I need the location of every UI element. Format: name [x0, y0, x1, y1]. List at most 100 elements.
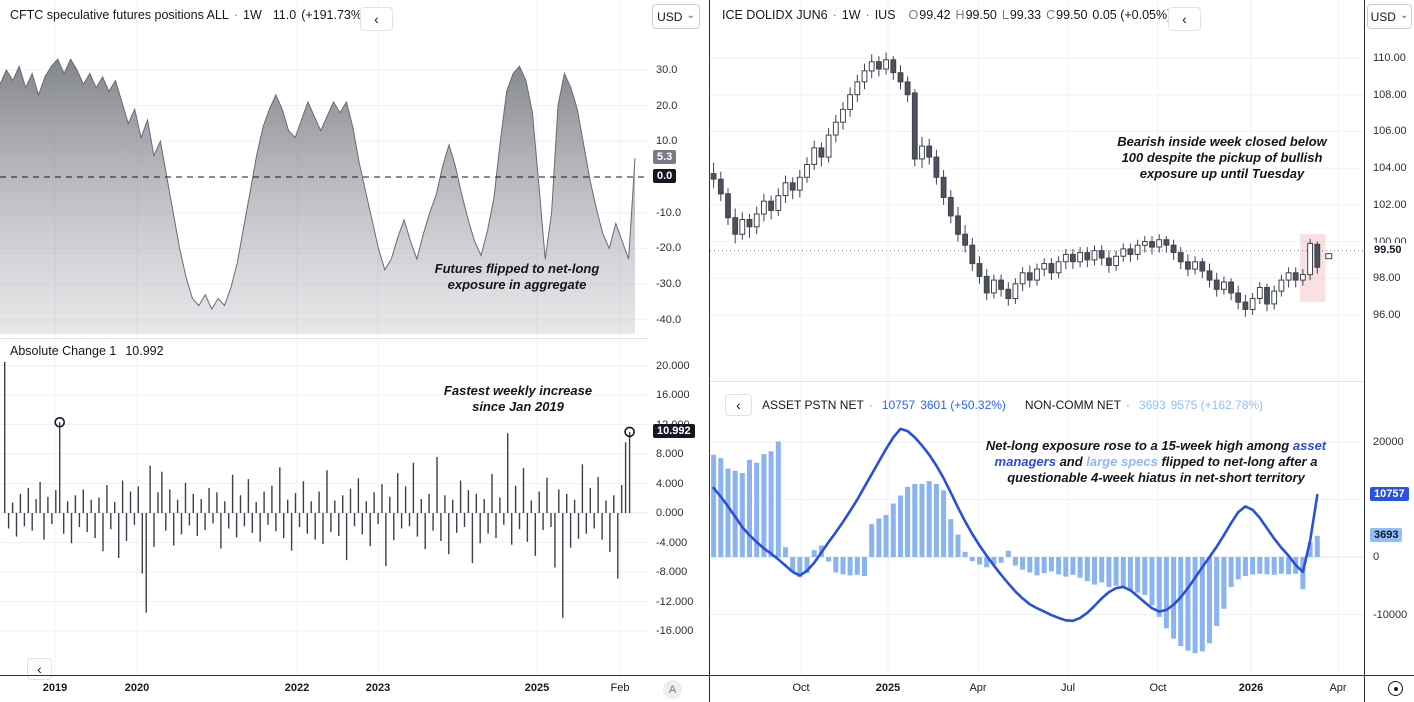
left-pane-divider[interactable] [0, 338, 648, 339]
cftc-value: 11.0 [272, 8, 297, 22]
close-value: 99.50 [1056, 8, 1088, 22]
collapse-right-header-button[interactable]: ‹ [1168, 7, 1201, 31]
axis-tick-label: 110.00 [1373, 52, 1406, 64]
symbol-exchange: IUS [874, 8, 896, 22]
low-value: 99.33 [1009, 8, 1042, 22]
absolute-change-histogram[interactable] [0, 338, 648, 675]
cftc-change: (+191.73%) [301, 8, 367, 22]
axis-tick-label: -8.000 [656, 566, 688, 578]
axis-tick-label: 96.00 [1373, 308, 1401, 321]
axis-tick-label: 8.000 [656, 448, 684, 460]
symbol-interval: 1W [841, 8, 861, 22]
axis-tick-label: 20.000 [656, 359, 690, 372]
price-badge: 10.992 [653, 423, 695, 438]
annotation-text: large specs [1086, 454, 1158, 469]
time-label: 2025 [524, 682, 550, 694]
annotation-futures-flipped[interactable]: Futures flipped to net-long exposure in a… [398, 261, 636, 293]
collapse-indicator-button[interactable]: ‹ [725, 394, 752, 416]
time-label: 2020 [124, 682, 150, 694]
high-label: H [955, 8, 965, 22]
cftc-legend[interactable]: CFTC speculative futures positions ALL ·… [10, 8, 366, 22]
axis-tick-label: 0 [1373, 551, 1380, 563]
open-label: O [908, 8, 919, 22]
right-time-axis[interactable]: Oct 2025 Apr Jul Oct 2026 Apr [710, 675, 1364, 702]
indicator1-name: ASSET PSTN NET [762, 398, 864, 412]
right-price-axis[interactable]: 110.00 108.00 106.00 104.00 102.00 100.00 98.0… [1365, 0, 1414, 675]
separator-dot: · [1125, 398, 1130, 412]
annotation-text: Futures flipped to net-long [434, 261, 600, 276]
annotation-text: flipped to net-long after a [1157, 454, 1318, 469]
axis-tick-label: 16.000 [656, 389, 690, 401]
indicator1-value: 10757 [881, 398, 916, 412]
price-badge: 3693 [1370, 527, 1403, 542]
chevron-down-icon: ⌄ [686, 9, 695, 21]
time-label: 2019 [42, 682, 68, 694]
right-pane-divider[interactable] [710, 381, 1364, 382]
time-label: 2026 [1238, 682, 1264, 694]
collapse-left-header-button[interactable]: ‹ [360, 7, 393, 31]
indicator2-change: 9575 (+162.78%) [1170, 398, 1264, 412]
axis-tick-label: 104.00 [1373, 162, 1407, 175]
time-label: Feb [610, 682, 630, 694]
time-label: 2022 [284, 682, 310, 694]
time-label: 2025 [875, 682, 901, 694]
annotation-text: exposure up until Tuesday [1139, 166, 1305, 181]
open-value: 99.42 [919, 8, 951, 22]
chevron-left-icon: ‹ [37, 661, 42, 677]
cftc-title: CFTC speculative futures positions ALL [10, 8, 229, 22]
abs-change-title: Absolute Change 1 [10, 344, 117, 358]
left-price-axis[interactable]: 30.0 20.0 10.0 -10.0 -20.0 -30.0 -40.0 5.3 0.0 20… [648, 0, 709, 675]
time-label: Oct [1149, 682, 1167, 694]
axis-tick-label: 30.0 [656, 63, 678, 76]
right-currency-select[interactable]: USD ⌄ [1367, 4, 1412, 29]
dolidx-candlestick-chart[interactable] [710, 0, 1364, 381]
left-time-axis[interactable]: 2019 2020 2022 2023 2025 Feb [0, 675, 709, 702]
axis-tick-label: 106.00 [1373, 125, 1407, 138]
currency-label: USD [1370, 9, 1396, 24]
axis-tick-label: -12.000 [656, 595, 694, 608]
symbol-title: ICE DOLIDX JUN6 [722, 8, 828, 22]
indicator2-name: NON-COMM NET [1024, 398, 1121, 412]
dolidx-legend[interactable]: ICE DOLIDX JUN6 · 1W · IUS O 99.42 H 99.50… [722, 8, 1171, 22]
axis-tick-label: 108.00 [1373, 88, 1407, 101]
indicator1-change: 3601 (+50.32%) [920, 398, 1006, 412]
annotation-net-long-exposure[interactable]: Net-long exposure rose to a 15-week high… [978, 438, 1334, 486]
annotation-text: asset [1292, 438, 1327, 453]
cftc-interval: 1W [243, 8, 262, 22]
price-badge: 99.50 [1370, 242, 1406, 257]
axis-tick-label: 98.00 [1373, 272, 1401, 285]
auto-scale-label: A [668, 683, 677, 696]
annotation-text: exposure in aggregate [447, 277, 587, 292]
time-label: Oct [792, 682, 810, 694]
indicator-legend[interactable]: ASSET PSTN NET · 10757 3601 (+50.32%) NO… [762, 398, 1263, 412]
auto-scale-badge[interactable]: A [663, 680, 682, 699]
cftc-area-chart[interactable] [0, 0, 648, 338]
chevron-down-icon: ⌄ [1399, 9, 1409, 21]
annotation-text: managers [994, 454, 1056, 469]
time-axis-border [0, 675, 1414, 676]
axis-tick-label: -4.000 [656, 536, 688, 549]
separator-dot: · [865, 8, 870, 22]
section-separator [709, 0, 710, 702]
annotation-text: 100 despite the pickup of bullish [1121, 150, 1323, 165]
time-label: Jul [1060, 682, 1076, 694]
axis-tick-label: -16.000 [656, 625, 694, 637]
positioning-indicator-chart[interactable] [710, 381, 1364, 675]
collapse-pane-button[interactable]: ‹ [27, 658, 52, 680]
separator-dot: · [832, 8, 837, 22]
scroll-to-recent-icon[interactable] [1388, 681, 1403, 696]
currency-label: USD [657, 9, 683, 24]
left-currency-select[interactable]: USD ⌄ [652, 4, 700, 29]
axis-tick-label: -10000 [1373, 608, 1408, 621]
separator-dot: · [868, 398, 873, 412]
price-badge: 10757 [1370, 487, 1409, 502]
annotation-text: and [1055, 454, 1087, 469]
annotation-fastest-increase[interactable]: Fastest weekly increase since Jan 2019 [404, 383, 632, 415]
abs-change-legend[interactable]: Absolute Change 1 10.992 [10, 344, 164, 358]
axis-tick-label: 102.00 [1373, 198, 1407, 211]
chevron-left-icon: ‹ [374, 11, 379, 27]
annotation-bearish-inside-week[interactable]: Bearish inside week closed below 100 desp… [1093, 134, 1351, 182]
chevron-left-icon: ‹ [1182, 11, 1187, 27]
annotation-text: Fastest weekly increase [443, 383, 593, 398]
